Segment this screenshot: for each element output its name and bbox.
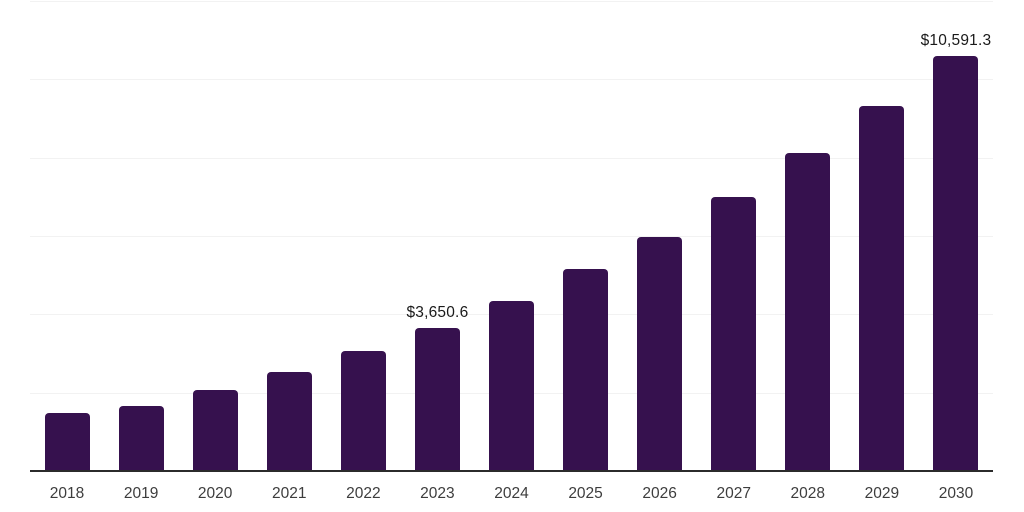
bar-2028 — [785, 153, 831, 471]
x-axis-line — [30, 470, 993, 472]
gridline — [30, 1, 993, 2]
x-tick-label-2024: 2024 — [494, 485, 529, 502]
x-tick-label-2028: 2028 — [790, 485, 826, 502]
x-tick-label-2027: 2027 — [716, 485, 751, 502]
x-tick-label-2029: 2029 — [864, 485, 900, 502]
bar-2024 — [489, 300, 534, 471]
bar-2030 — [933, 56, 979, 471]
x-tick-label-2019: 2019 — [123, 485, 159, 502]
bar-2021 — [266, 372, 312, 471]
x-tick-label-2021: 2021 — [272, 485, 307, 502]
x-tick-label-2025: 2025 — [568, 485, 603, 502]
bar-2022 — [340, 350, 386, 471]
bar-2018 — [44, 413, 90, 471]
data-label-2023: $3,650.6 — [406, 304, 469, 322]
x-tick-label-2026: 2026 — [642, 485, 677, 502]
x-tick-label-2018: 2018 — [49, 485, 85, 502]
bar-2027 — [711, 197, 757, 471]
data-label-2030: $10,591.3 — [920, 32, 992, 50]
plot-area: $3,650.6 $10,591.3 — [30, 1, 993, 471]
x-tick-label-2020: 2020 — [197, 485, 233, 502]
bar-2020 — [192, 389, 238, 471]
x-tick-label-2030: 2030 — [938, 485, 974, 502]
x-tick-label-2023: 2023 — [420, 485, 455, 502]
gridline — [30, 236, 993, 237]
bar-2019 — [118, 405, 164, 471]
gridline — [30, 157, 993, 159]
bar-2029 — [859, 105, 905, 471]
x-tick-label-2022: 2022 — [346, 485, 381, 502]
bar-2023 — [414, 328, 460, 471]
gridline — [30, 79, 993, 81]
bar-2026 — [637, 236, 683, 471]
bar-2025 — [563, 268, 609, 471]
